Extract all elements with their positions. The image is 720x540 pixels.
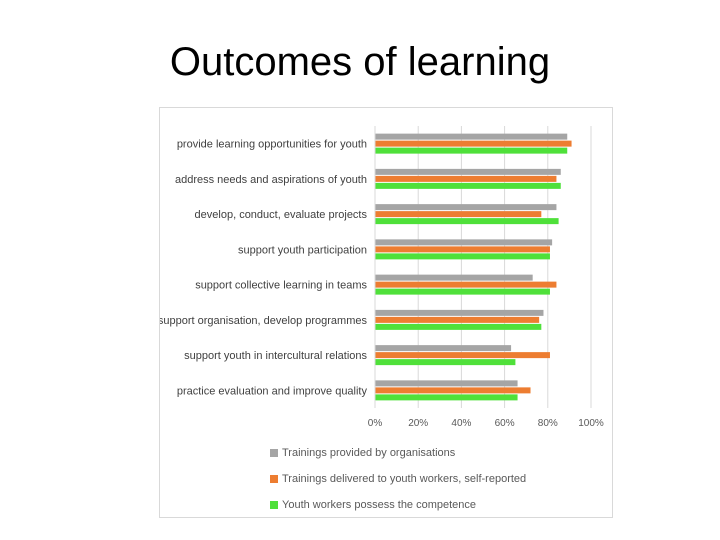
bar [375, 147, 568, 154]
legend-item: Trainings provided by organisations [270, 440, 526, 466]
bar [375, 323, 542, 330]
legend-swatch [270, 449, 278, 457]
bar [375, 387, 531, 394]
x-tick-label: 20% [408, 418, 428, 429]
bar [375, 182, 561, 189]
bar [375, 281, 557, 288]
bar [375, 345, 512, 352]
x-tick-label: 100% [578, 418, 604, 429]
bar [375, 204, 557, 211]
bar [375, 211, 542, 218]
bar [375, 175, 557, 182]
legend-label: Trainings provided by organisations [282, 447, 456, 459]
slide-title: Outcomes of learning [169, 40, 551, 84]
legend-label: Trainings delivered to youth workers, se… [282, 473, 527, 485]
bar [375, 246, 550, 253]
bar-chart: 0% 20% 40% 60% 80% 100% provide learning oppor… [160, 126, 604, 429]
chart-frame: 0% 20% 40% 60% 80% 100% provide learning oppor… [159, 107, 613, 518]
legend-item: Trainings delivered to youth workers, se… [270, 466, 526, 492]
bar [375, 394, 518, 401]
x-tick-label: 0% [368, 418, 383, 429]
bar [375, 253, 550, 260]
bar [375, 239, 553, 246]
bar [375, 309, 544, 316]
legend-swatch [270, 501, 278, 509]
category-label: support youth participation [238, 244, 367, 256]
category-label: address needs and aspirations of youth [175, 174, 367, 186]
bar [375, 133, 568, 140]
category-label: support collective learning in teams [195, 280, 367, 292]
legend-swatch [270, 475, 278, 483]
category-label: provide learning opportunities for youth [177, 139, 367, 151]
category-label: develop, conduct, evaluate projects [195, 209, 368, 221]
chart-legend: Trainings provided by organisations Trai… [270, 440, 526, 518]
bar [375, 352, 550, 359]
x-tick-label: 40% [451, 418, 471, 429]
x-tick-label: 80% [538, 418, 558, 429]
category-label: support organisation, develop programmes [160, 315, 367, 327]
bar [375, 274, 533, 281]
x-tick-label: 60% [495, 418, 515, 429]
bar [375, 380, 518, 387]
bar [375, 218, 559, 225]
bar [375, 288, 550, 295]
legend-label: Youth workers possess the competence [282, 499, 477, 511]
bar [375, 140, 572, 147]
legend-item: Youth workers possess the competence [270, 492, 526, 518]
category-label: support youth in intercultural relations [184, 350, 367, 362]
bar [375, 359, 516, 366]
bar [375, 168, 561, 175]
category-label: practice evaluation and improve quality [177, 385, 368, 397]
bar [375, 316, 540, 323]
